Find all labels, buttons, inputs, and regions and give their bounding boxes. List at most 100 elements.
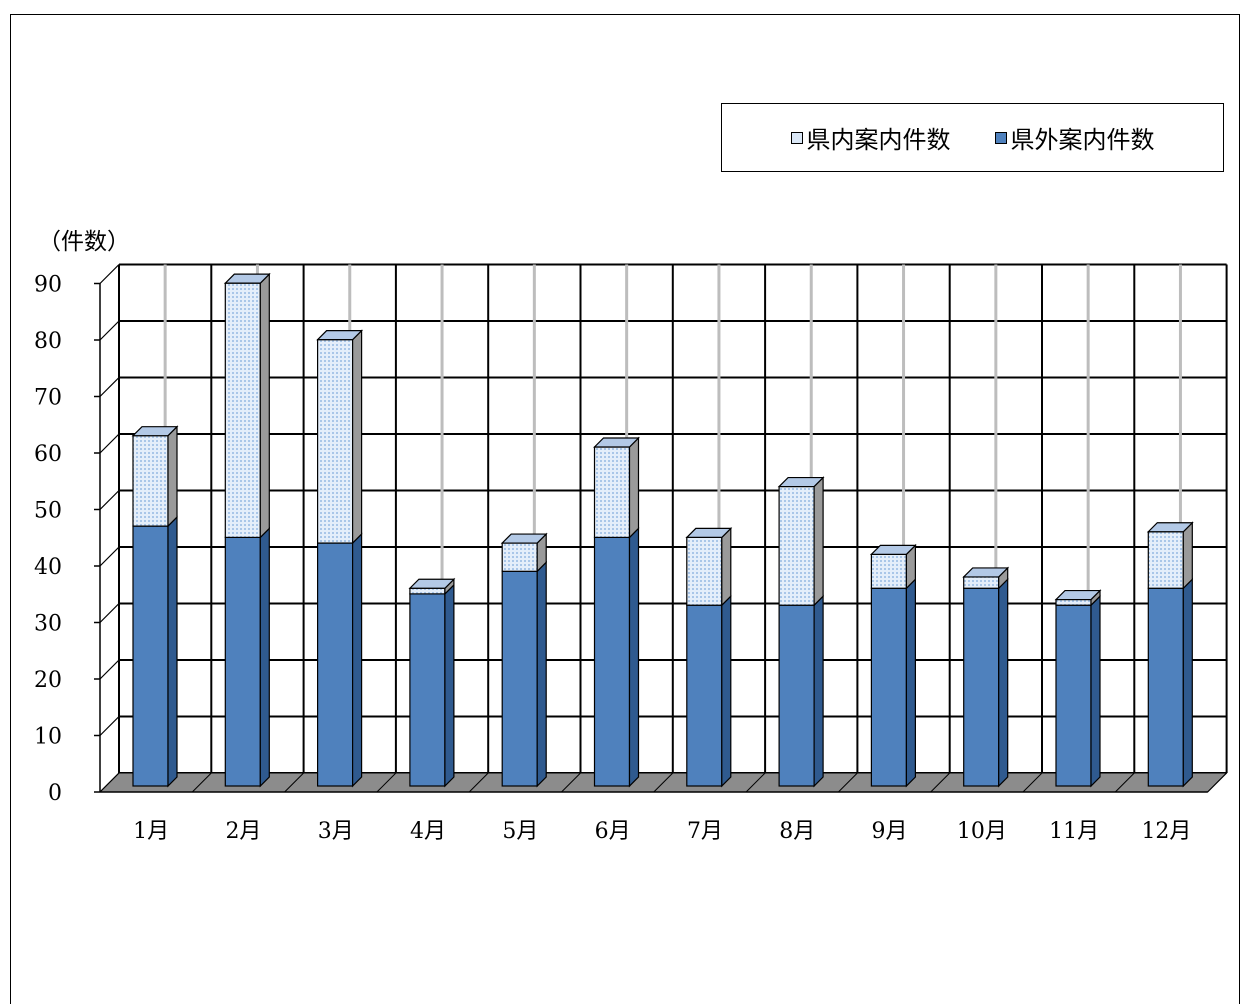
labels: 0 10 20 30 40 50 60 70 80 90 1月 2月 3月 4月 5月 6月 7月 8月 9月 10月…	[34, 273, 1191, 845]
bar-kengai-10-front	[963, 587, 1000, 787]
bar-kengai-1-side	[167, 515, 178, 788]
y-axis-label: （件数）	[38, 229, 130, 255]
bar-kengai-8-side	[813, 594, 824, 788]
bar-kengai-9-side	[905, 577, 917, 788]
bar-kengai-12-front	[1147, 587, 1184, 787]
y-tick-label-60: 60	[34, 442, 62, 467]
bar-kengai-6	[593, 526, 640, 788]
floor-divider-7	[745, 772, 766, 793]
bar-kennai-10	[962, 566, 1010, 590]
bar-kengai-12-side	[1182, 577, 1193, 788]
x-tick-label-9: 9月	[872, 819, 908, 844]
bar-kengai-10-side	[998, 577, 1009, 788]
bar-kennai-9-front	[870, 553, 908, 589]
bar-kennai-6-top	[593, 437, 640, 448]
grid	[99, 263, 1228, 793]
legend-item-kennai: 県内案内件数	[790, 120, 951, 155]
bar-kennai-8-front	[778, 485, 815, 606]
gridline-diag-50	[99, 490, 120, 510]
bar-kengai-7	[686, 594, 732, 788]
bar-kennai-11-front	[1055, 598, 1092, 606]
y-tick-label-80: 80	[34, 329, 62, 354]
bar-kengai-7-front	[686, 604, 723, 787]
bar-kennai-9-top	[869, 544, 917, 555]
floor-divider-10	[1022, 772, 1043, 793]
bar-kennai-2-top	[223, 273, 271, 284]
bar-kennai-3	[316, 329, 364, 545]
bar-kengai-9	[870, 577, 917, 788]
bar-kengai-6-side	[628, 526, 640, 788]
bar-kengai-3-side	[352, 532, 363, 788]
legend-swatch-kengai	[994, 131, 1007, 144]
legend-swatch-kennai	[790, 131, 803, 144]
bar-kennai-3-top	[316, 330, 364, 341]
x-tick-label-11: 11月	[1049, 819, 1099, 844]
bar-kennai-7	[685, 526, 733, 607]
bar-kennai-4-front	[409, 587, 446, 595]
bar-kengai-4-front	[409, 593, 446, 787]
bar-kennai-7-front	[686, 536, 723, 606]
bar-kengai-11	[1055, 594, 1101, 788]
bar-kennai-4	[408, 577, 456, 596]
y-tick-label-20: 20	[34, 668, 62, 693]
y-tick-label-30: 30	[34, 612, 62, 637]
x-tick-label-3: 3月	[318, 819, 354, 844]
bar-kennai-8-top	[777, 476, 825, 488]
bar-kengai-5	[501, 560, 547, 788]
bar-kengai-4-side	[444, 583, 455, 788]
bar-kengai-10	[963, 577, 1009, 788]
bar-kennai-8	[777, 476, 825, 607]
floor-divider-11	[1114, 772, 1135, 793]
bar-kennai-10-top	[962, 567, 1010, 578]
bar-kennai-2	[223, 272, 271, 539]
gridline-diag-70	[99, 377, 120, 397]
gridline-diag-30	[99, 603, 120, 623]
bar-kengai-3-front	[317, 542, 354, 787]
bar-kennai-1-side	[167, 425, 178, 528]
bar-kengai-7-side	[721, 594, 732, 788]
bars	[131, 272, 1194, 788]
bar-kengai-4	[409, 583, 455, 788]
floor-divider-4	[468, 772, 489, 793]
bar-kennai-12-front	[1147, 531, 1184, 589]
bar-kennai-5-top	[500, 533, 548, 544]
bar-kennai-5	[500, 532, 548, 573]
floor-divider-12	[1207, 772, 1227, 793]
bar-kennai-5-front	[501, 542, 538, 572]
y-tick-label-70: 70	[34, 386, 62, 411]
y-tick-label-40: 40	[34, 555, 62, 580]
y-tick-label-90: 90	[34, 273, 62, 298]
gridline-diag-90	[99, 264, 120, 284]
x-tick-label-10: 10月	[957, 819, 1007, 844]
bar-kennai-6-front	[593, 446, 631, 539]
bar-kengai-2-front	[224, 536, 261, 787]
floor-divider-6	[653, 772, 674, 793]
bar-kennai-12	[1146, 521, 1194, 590]
y-tick-label-0: 0	[48, 781, 62, 806]
bar-kennai-2-front	[224, 282, 261, 538]
legend-label-kengai: 県外案内件数	[1010, 126, 1155, 154]
x-tick-label-6: 6月	[595, 819, 631, 844]
x-tick-label-5: 5月	[502, 819, 538, 844]
floor-divider-1	[191, 772, 212, 793]
bar-kennai-12-top	[1146, 522, 1194, 533]
floor-divider-3	[376, 772, 397, 793]
bar-kengai-8	[778, 594, 824, 788]
bar-kengai-9-front	[870, 587, 908, 787]
x-tick-label-7: 7月	[687, 819, 723, 844]
floor-divider-0	[99, 772, 120, 793]
bar-kennai-12-side	[1182, 521, 1193, 590]
bar-kennai-1	[131, 425, 179, 528]
legend-item-kengai: 県外案内件数	[994, 120, 1155, 155]
bar-kennai-7-top	[685, 527, 733, 539]
bar-kennai-3-front	[317, 339, 354, 544]
bar-kengai-12	[1147, 577, 1193, 788]
bar-kennai-4-top	[408, 578, 456, 589]
axes	[94, 282, 1208, 793]
bar-kennai-10-front	[963, 576, 1000, 589]
bar-kennai-11-top	[1054, 589, 1102, 601]
bar-kengai-11-side	[1090, 594, 1101, 788]
floor-divider-5	[561, 772, 581, 793]
bar-kennai-3-side	[352, 329, 363, 545]
gridline-diag-40	[99, 546, 120, 567]
